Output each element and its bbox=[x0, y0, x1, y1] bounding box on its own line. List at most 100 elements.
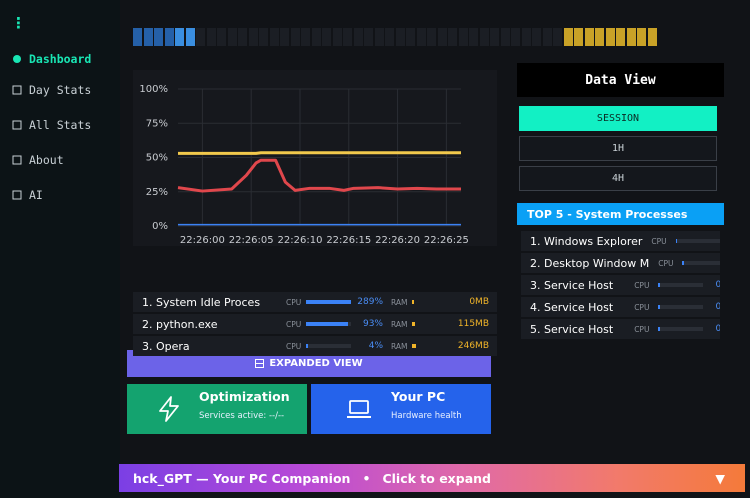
process-name: 3. Opera bbox=[142, 339, 190, 353]
icon-box bbox=[12, 120, 22, 130]
expanded-view-label: EXPANDED VIEW bbox=[269, 358, 363, 369]
nav-icon bbox=[12, 120, 22, 130]
icon-dot bbox=[13, 55, 21, 63]
meter-cell bbox=[500, 28, 510, 46]
cpu-track bbox=[658, 327, 704, 331]
cpu-track bbox=[306, 300, 351, 304]
nav-icon bbox=[13, 55, 21, 63]
nav-item[interactable]: All Stats bbox=[12, 118, 91, 132]
meter-cell bbox=[395, 28, 405, 46]
meter-cell bbox=[605, 28, 615, 46]
meter-cell bbox=[563, 28, 573, 46]
cpu-value: 4% bbox=[368, 341, 383, 351]
cpu-value: 289% bbox=[357, 297, 383, 307]
cpu-track bbox=[682, 261, 720, 265]
nav-item[interactable]: Day Stats bbox=[12, 83, 91, 97]
footer-arrow: ▼ bbox=[715, 470, 725, 486]
meter-cell bbox=[185, 28, 195, 46]
cpu-label: CPU bbox=[286, 297, 302, 307]
range-button[interactable]: 1H bbox=[519, 136, 717, 161]
data-view-title: Data View bbox=[517, 63, 724, 97]
nav-item[interactable]: Dashboard bbox=[12, 52, 91, 66]
process-name: 2. python.exe bbox=[142, 317, 218, 331]
cpu-label: CPU bbox=[658, 258, 674, 268]
process-name: 2. Desktop Window M bbox=[530, 256, 650, 270]
meter-cell bbox=[427, 28, 436, 46]
nav-item[interactable]: AI bbox=[12, 188, 43, 202]
cpu-bar bbox=[306, 322, 348, 326]
meter-cell bbox=[280, 28, 289, 46]
meter-cell bbox=[133, 28, 142, 46]
cpu-bar bbox=[306, 344, 308, 348]
nav-label: AI bbox=[29, 188, 43, 202]
meter-cell bbox=[290, 28, 300, 46]
footer-title: hck_GPT — Your PC Companion bbox=[133, 470, 351, 486]
ram-label: RAM bbox=[391, 319, 408, 329]
top5-row: 1. Windows Explorer CPU bbox=[521, 231, 720, 251]
meter-cell bbox=[154, 28, 163, 46]
laptop-icon bbox=[347, 400, 371, 418]
cpu-label: CPU bbox=[286, 319, 302, 329]
ram-label: RAM bbox=[391, 341, 408, 351]
cpu-bar bbox=[658, 327, 660, 331]
cpu-track bbox=[658, 305, 704, 309]
meter-cell bbox=[374, 28, 384, 46]
menu-icon[interactable]: ⋮ bbox=[11, 14, 26, 32]
x-tick-label: 22:26:05 bbox=[229, 235, 274, 246]
chart-panel: 0% 25% 50% 75% 100% 22:26:00 22:26:05 22:26:10 2… bbox=[133, 70, 497, 246]
chart: 0%25%50%75%100%22:26:00 22:26:05 22:26:10 2… bbox=[139, 84, 468, 246]
meter-cell bbox=[469, 28, 478, 46]
meter-cell bbox=[143, 28, 153, 46]
meter-cell bbox=[616, 28, 625, 46]
card-subtitle: Services active: --/-- bbox=[199, 411, 285, 421]
meter-cell bbox=[416, 28, 426, 46]
nav-item[interactable]: About bbox=[12, 153, 64, 167]
nav-label: Dashboard bbox=[29, 52, 92, 66]
footer-bar[interactable]: hck_GPT — Your PC Companion • Click to e… bbox=[119, 464, 745, 492]
cpu-value: 93% bbox=[362, 319, 383, 329]
meter-cell bbox=[332, 28, 342, 46]
top5-row: 5. Service Host CPU 0% bbox=[521, 319, 720, 339]
nav-label: Day Stats bbox=[29, 83, 92, 97]
top5-title: TOP 5 - System Processes bbox=[517, 203, 724, 225]
cpu-value: 0% bbox=[715, 324, 720, 334]
meter-cell bbox=[175, 28, 184, 46]
meter-cell bbox=[196, 28, 205, 46]
meter-cell bbox=[458, 28, 468, 46]
y-tick-label: 75% bbox=[146, 118, 168, 129]
optimization-card[interactable]: Optimization Services active: --/-- bbox=[127, 384, 307, 434]
meter-cell bbox=[584, 28, 594, 46]
meter-cell bbox=[437, 28, 447, 46]
your-pc-card[interactable]: Your PC Hardware health bbox=[311, 384, 491, 434]
card-title: Your PC bbox=[391, 389, 446, 404]
nav-label: About bbox=[29, 153, 64, 167]
meter-cell bbox=[532, 28, 541, 46]
range-button[interactable]: SESSION bbox=[519, 106, 717, 131]
meter-cell bbox=[217, 28, 226, 46]
meter-cell bbox=[259, 28, 268, 46]
top5-row: 2. Desktop Window M CPU bbox=[521, 253, 720, 273]
cpu-label: CPU bbox=[634, 280, 650, 290]
icon-box bbox=[12, 155, 22, 165]
cpu-bar-stub bbox=[675, 239, 678, 243]
expand-icon bbox=[255, 359, 265, 368]
ram-value: 115MB bbox=[457, 319, 489, 329]
cpu-value: 0% bbox=[715, 280, 720, 290]
meter-cell bbox=[269, 28, 279, 46]
series-line bbox=[178, 151, 461, 155]
ram-bar bbox=[412, 300, 414, 304]
x-tick-label: 22:26:10 bbox=[278, 235, 323, 246]
icon-box bbox=[12, 190, 22, 200]
meter-cell bbox=[521, 28, 531, 46]
nav-icon bbox=[12, 190, 22, 200]
cpu-bar bbox=[658, 305, 660, 309]
cpu-label: CPU bbox=[634, 324, 650, 334]
lightning-icon bbox=[159, 396, 179, 422]
ram-value: 246MB bbox=[457, 341, 489, 351]
card-subtitle: Hardware health bbox=[391, 411, 462, 421]
nav-label: All Stats bbox=[29, 118, 92, 132]
meter-cell bbox=[311, 28, 321, 46]
range-button[interactable]: 4H bbox=[519, 166, 717, 191]
meter-cell bbox=[511, 28, 520, 46]
